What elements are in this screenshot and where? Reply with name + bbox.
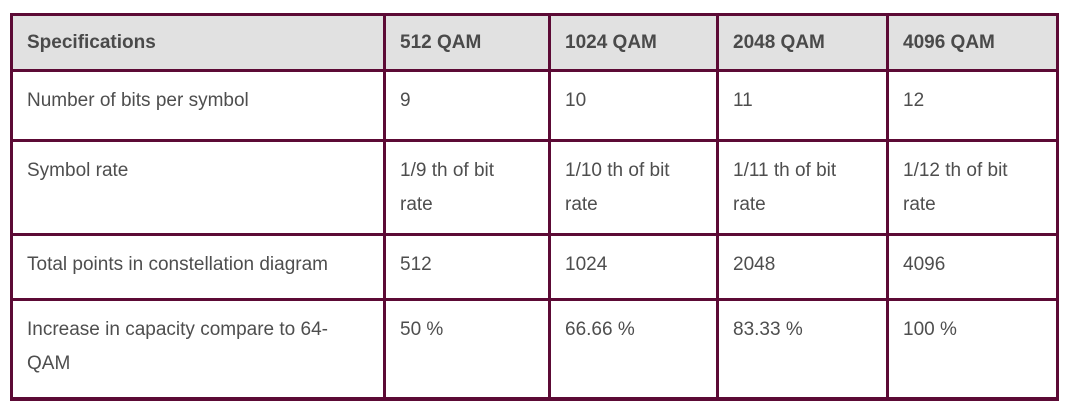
table-cell: 512 <box>383 233 551 301</box>
table-header-row: Specifications 512 QAM 1024 QAM 2048 QAM… <box>10 13 1059 72</box>
header-cell-1024qam: 1024 QAM <box>548 13 719 72</box>
table-cell: 2048 <box>716 233 889 301</box>
table-cell: 50 % <box>383 298 551 400</box>
table-cell: 9 <box>383 69 551 142</box>
row-label-cell: Symbol rate <box>10 139 386 236</box>
table-cell: 66.66 % <box>548 298 719 400</box>
table-cell: 1024 <box>548 233 719 301</box>
qam-comparison-table: Specifications 512 QAM 1024 QAM 2048 QAM… <box>10 13 1059 401</box>
table-cell: 1/12 th of bit rate <box>886 139 1059 236</box>
table-row-bits-per-symbol: Number of bits per symbol 9 10 11 12 <box>10 69 1059 142</box>
table-row-total-points: Total points in constellation diagram 51… <box>10 233 1059 301</box>
table-head: Specifications 512 QAM 1024 QAM 2048 QAM… <box>10 13 1059 72</box>
table-cell: 10 <box>548 69 719 142</box>
table-cell: 100 % <box>886 298 1059 400</box>
table-cell: 83.33 % <box>716 298 889 400</box>
row-label-cell: Total points in constellation diagram <box>10 233 386 301</box>
table-cell: 1/9 th of bit rate <box>383 139 551 236</box>
table-body: Number of bits per symbol 9 10 11 12 Sym… <box>10 69 1059 400</box>
row-label-cell: Increase in capacity compare to 64-QAM <box>10 298 386 400</box>
table-cell: 1/10 th of bit rate <box>548 139 719 236</box>
table-cell: 11 <box>716 69 889 142</box>
header-cell-512qam: 512 QAM <box>383 13 551 72</box>
row-label-cell: Number of bits per symbol <box>10 69 386 142</box>
table-cell: 12 <box>886 69 1059 142</box>
table-row-capacity-increase: Increase in capacity compare to 64-QAM 5… <box>10 298 1059 400</box>
header-cell-2048qam: 2048 QAM <box>716 13 889 72</box>
header-cell-4096qam: 4096 QAM <box>886 13 1059 72</box>
header-cell-specifications: Specifications <box>10 13 386 72</box>
table-row-symbol-rate: Symbol rate 1/9 th of bit rate 1/10 th o… <box>10 139 1059 236</box>
table-cell: 1/11 th of bit rate <box>716 139 889 236</box>
table-cell: 4096 <box>886 233 1059 301</box>
